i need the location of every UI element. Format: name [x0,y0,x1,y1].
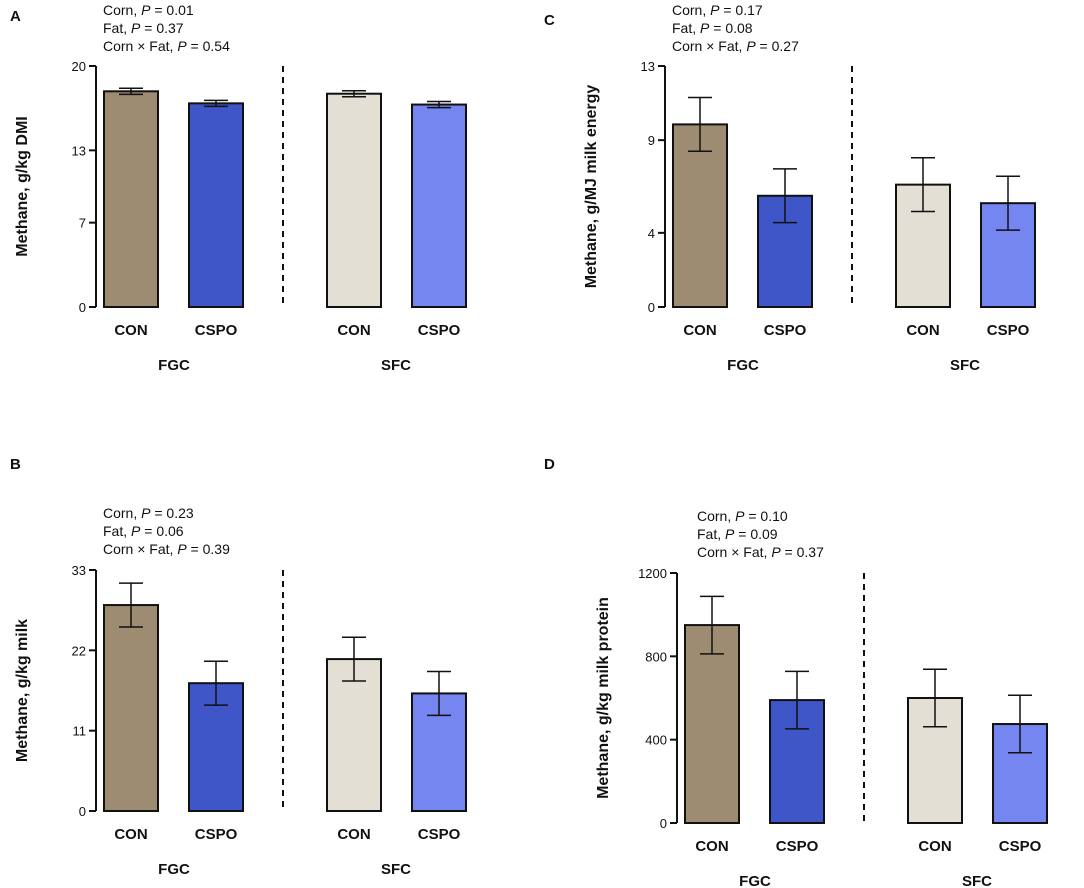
y-tick-label: 33 [72,563,86,578]
group-label: SFC [381,357,411,374]
group-label: FGC [158,357,190,374]
y-tick-label: 0 [648,300,655,315]
y-axis-title: Methane, g/MJ milk energy [583,85,600,289]
panel-b-label: B [10,456,21,473]
panel-a-stats: Corn, P = 0.01 Fat, P = 0.37 Corn × Fat,… [103,1,230,55]
panel-c-label: C [544,12,555,29]
bar [188,102,244,309]
x-category-label: CON [683,322,716,339]
x-category-label: CSPO [195,322,238,339]
y-axis-title: Methane, g/kg DMI [14,116,31,256]
stat-line: Fat, P = 0.37 [103,20,184,36]
y-tick-label: 22 [72,643,86,658]
x-category-label: CSPO [764,322,807,339]
x-category-label: CON [906,322,939,339]
stat-line: Fat, P = 0.08 [672,20,753,36]
x-category-label: CSPO [987,322,1030,339]
bar [411,103,467,308]
panel-a: A Corn, P = 0.01 Fat, P = 0.37 Corn × Fa… [0,0,540,440]
stat-line: Corn × Fat, P = 0.37 [697,544,824,560]
bar [326,658,382,812]
y-tick-label: 9 [648,133,655,148]
y-tick-label: 400 [645,733,667,748]
y-tick-label: 0 [660,816,667,831]
y-tick-label: 0 [79,804,86,819]
y-axis-title: Methane, g/kg milk protein [595,597,612,799]
x-category-label: CON [114,322,147,339]
y-tick-label: 1200 [638,566,667,581]
x-category-label: CON [337,322,370,339]
panel-d-label: D [544,456,555,473]
x-category-label: CSPO [195,826,238,843]
bar [103,604,159,812]
x-category-label: CSPO [999,838,1042,855]
panel-d-stats: Corn, P = 0.10 Fat, P = 0.09 Corn × Fat,… [697,507,824,561]
stat-line: Corn, P = 0.17 [672,2,763,18]
stat-line: Fat, P = 0.06 [103,523,184,539]
x-category-label: CON [337,826,370,843]
x-category-label: CON [114,826,147,843]
stat-line: Corn, P = 0.23 [103,505,194,521]
group-label: SFC [950,357,980,374]
group-label: SFC [962,873,992,888]
bar [684,624,740,824]
stat-line: Corn, P = 0.10 [697,508,788,524]
group-label: FGC [158,861,190,878]
chart-d: 0 400 800 1200 Methane, g/kg milk protein CON… [595,566,1048,888]
x-category-label: CON [918,838,951,855]
group-label: SFC [381,861,411,878]
x-category-label: CSPO [776,838,819,855]
y-tick-label: 800 [645,649,667,664]
bar [326,92,382,308]
panel-b-stats: Corn, P = 0.23 Fat, P = 0.06 Corn × Fat,… [103,504,230,558]
stat-line: Corn × Fat, P = 0.39 [103,541,230,557]
chart-b: 0 11 22 33 Methane, g/kg milk CON CSPO CON CSPO F… [14,563,467,878]
y-axis-title: Methane, g/kg milk [14,619,31,762]
panel-c: C Corn, P = 0.17 Fat, P = 0.08 Corn × Fa… [540,0,1084,440]
group-label: FGC [739,873,771,888]
bar [992,723,1048,824]
stat-line: Corn, P = 0.01 [103,2,194,18]
stat-line: Corn × Fat, P = 0.27 [672,38,799,54]
y-tick-label: 20 [72,59,86,74]
panel-a-label: A [10,8,21,25]
y-tick-label: 13 [641,59,655,74]
y-tick-label: 11 [73,724,87,739]
panel-c-stats: Corn, P = 0.17 Fat, P = 0.08 Corn × Fat,… [672,1,799,55]
stat-line: Fat, P = 0.09 [697,526,778,542]
chart-c: 0 4 9 13 Methane, g/MJ milk energy CON CSPO CON… [583,59,1036,374]
y-tick-label: 0 [79,300,86,315]
bar [672,123,728,309]
panel-d: D Corn, P = 0.10 Fat, P = 0.09 Corn × Fa… [540,440,1084,888]
bar [103,90,159,309]
panel-b: B Corn, P = 0.23 Fat, P = 0.06 Corn × Fa… [0,440,540,888]
y-tick-label: 13 [72,143,86,158]
y-tick-label: 4 [648,226,655,241]
stat-line: Corn × Fat, P = 0.54 [103,38,230,54]
group-label: FGC [727,357,759,374]
x-category-label: CSPO [418,322,461,339]
chart-a: 0 7 13 20 Methane, g/kg DMI CON CSPO CON CSPO FGC… [14,59,467,374]
y-tick-label: 7 [79,216,86,231]
x-category-label: CSPO [418,826,461,843]
x-category-label: CON [695,838,728,855]
